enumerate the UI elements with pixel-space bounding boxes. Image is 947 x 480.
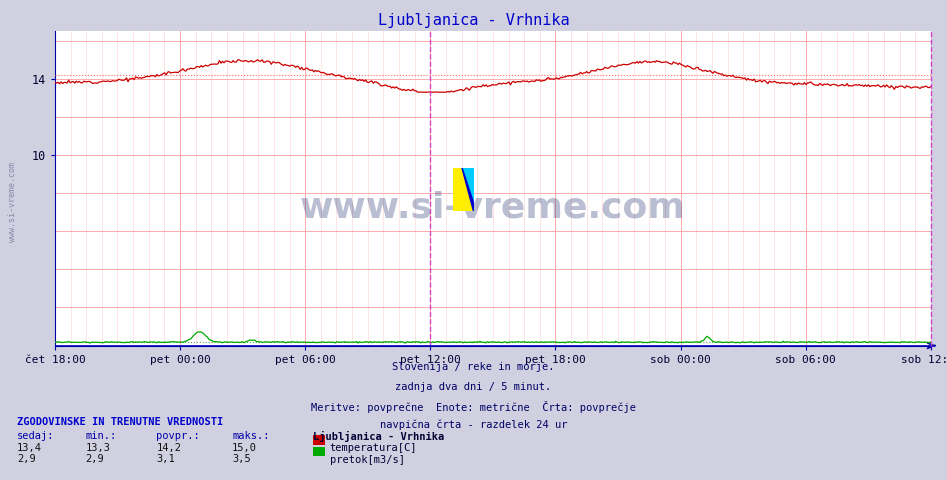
- Text: povpr.:: povpr.:: [156, 431, 200, 441]
- Text: 13,3: 13,3: [85, 443, 110, 453]
- Text: 13,4: 13,4: [17, 443, 42, 453]
- Text: pretok[m3/s]: pretok[m3/s]: [330, 455, 404, 465]
- Text: temperatura[C]: temperatura[C]: [330, 443, 417, 453]
- Text: 3,1: 3,1: [156, 454, 175, 464]
- Text: sedaj:: sedaj:: [17, 431, 55, 441]
- Text: Slovenija / reke in morje.: Slovenija / reke in morje.: [392, 362, 555, 372]
- Text: www.si-vreme.com: www.si-vreme.com: [300, 190, 686, 224]
- Text: 3,5: 3,5: [232, 454, 251, 464]
- Text: maks.:: maks.:: [232, 431, 270, 441]
- Text: www.si-vreme.com: www.si-vreme.com: [8, 162, 17, 241]
- Text: zadnja dva dni / 5 minut.: zadnja dva dni / 5 minut.: [396, 382, 551, 392]
- Text: 2,9: 2,9: [17, 454, 36, 464]
- Text: Meritve: povprečne  Enote: metrične  Črta: povprečje: Meritve: povprečne Enote: metrične Črta:…: [311, 401, 636, 413]
- Text: navpična črta - razdelek 24 ur: navpična črta - razdelek 24 ur: [380, 420, 567, 431]
- Text: min.:: min.:: [85, 431, 116, 441]
- Text: 15,0: 15,0: [232, 443, 257, 453]
- Text: ZGODOVINSKE IN TRENUTNE VREDNOSTI: ZGODOVINSKE IN TRENUTNE VREDNOSTI: [17, 417, 223, 427]
- Text: 14,2: 14,2: [156, 443, 181, 453]
- Text: 2,9: 2,9: [85, 454, 104, 464]
- Polygon shape: [462, 168, 474, 211]
- Polygon shape: [462, 168, 474, 203]
- Text: Ljubljanica - Vrhnika: Ljubljanica - Vrhnika: [313, 431, 444, 442]
- Text: Ljubljanica - Vrhnika: Ljubljanica - Vrhnika: [378, 13, 569, 28]
